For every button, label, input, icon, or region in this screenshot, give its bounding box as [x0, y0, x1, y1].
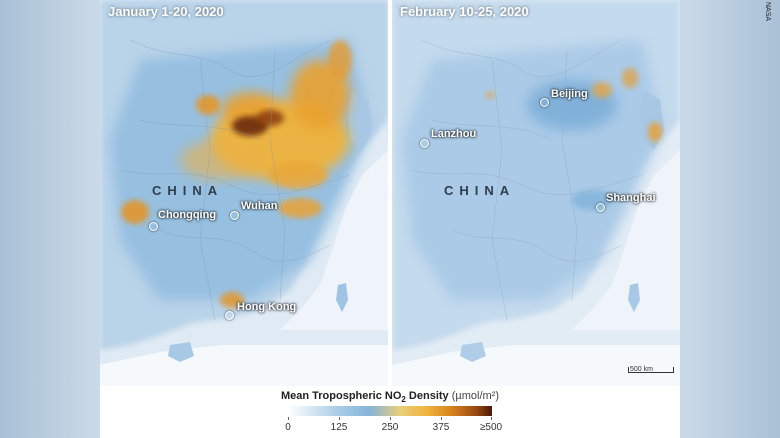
scale-bar	[628, 367, 674, 373]
legend-title-rest: Density	[405, 390, 452, 402]
country-label-china: CHINA	[152, 183, 224, 198]
city-marker-shanghai	[596, 203, 605, 212]
map-february-graphic	[392, 0, 680, 386]
legend-tick	[491, 417, 492, 420]
legend-tick	[441, 417, 442, 420]
city-label-beijing: Beijing	[551, 88, 588, 100]
legend-tick-label-0: 0	[285, 422, 291, 433]
legend-title-main: Mean Tropospheric NO	[280, 390, 402, 402]
city-label-lanzhou: Lanzhou	[431, 128, 477, 140]
legend-tick-label-375: 375	[432, 422, 450, 433]
city-label-shanghai: Shanghai	[606, 192, 656, 204]
city-label-hong-kong: Hong Kong	[237, 301, 297, 313]
city-label-wuhan: Wuhan	[241, 200, 278, 212]
city-marker-beijing	[540, 98, 549, 107]
city-marker-lanzhou	[420, 139, 429, 148]
no2-map-figure: January 1-20, 2020 CHINA Chongqing Wuhan…	[100, 0, 680, 438]
legend-color-bar	[288, 406, 492, 416]
city-marker-hong-kong	[225, 311, 234, 320]
legend-tick-label-125: 125	[330, 422, 348, 433]
scale-bar-label: 500 km	[630, 366, 653, 373]
legend-unit: (µmol/m²)	[451, 390, 499, 402]
map-january-graphic	[100, 0, 388, 386]
legend-title: Mean Tropospheric NO2 Density (µmol/m²)	[100, 390, 680, 404]
city-marker-chongqing	[149, 222, 158, 231]
legend-title-subscript: 2	[401, 395, 406, 405]
legend-tick	[288, 417, 289, 420]
map-panel-january: January 1-20, 2020 CHINA Chongqing Wuhan…	[100, 0, 388, 386]
legend-tick-label-250: 250	[381, 422, 399, 433]
legend-tick	[339, 417, 340, 420]
panel-title-february: February 10-25, 2020	[400, 4, 529, 19]
country-label-china: CHINA	[444, 183, 516, 198]
color-legend: Mean Tropospheric NO2 Density (µmol/m²) …	[100, 386, 680, 438]
city-label-chongqing: Chongqing	[158, 209, 217, 221]
credit-nasa: NASA	[764, 2, 771, 22]
city-marker-wuhan	[230, 211, 239, 220]
legend-tick-label-500: ≥500	[479, 422, 503, 433]
legend-tick	[390, 417, 391, 420]
map-panel-february: February 10-25, 2020 CHINA Beijing Lanzh…	[392, 0, 680, 386]
panel-title-january: January 1-20, 2020	[108, 4, 224, 19]
